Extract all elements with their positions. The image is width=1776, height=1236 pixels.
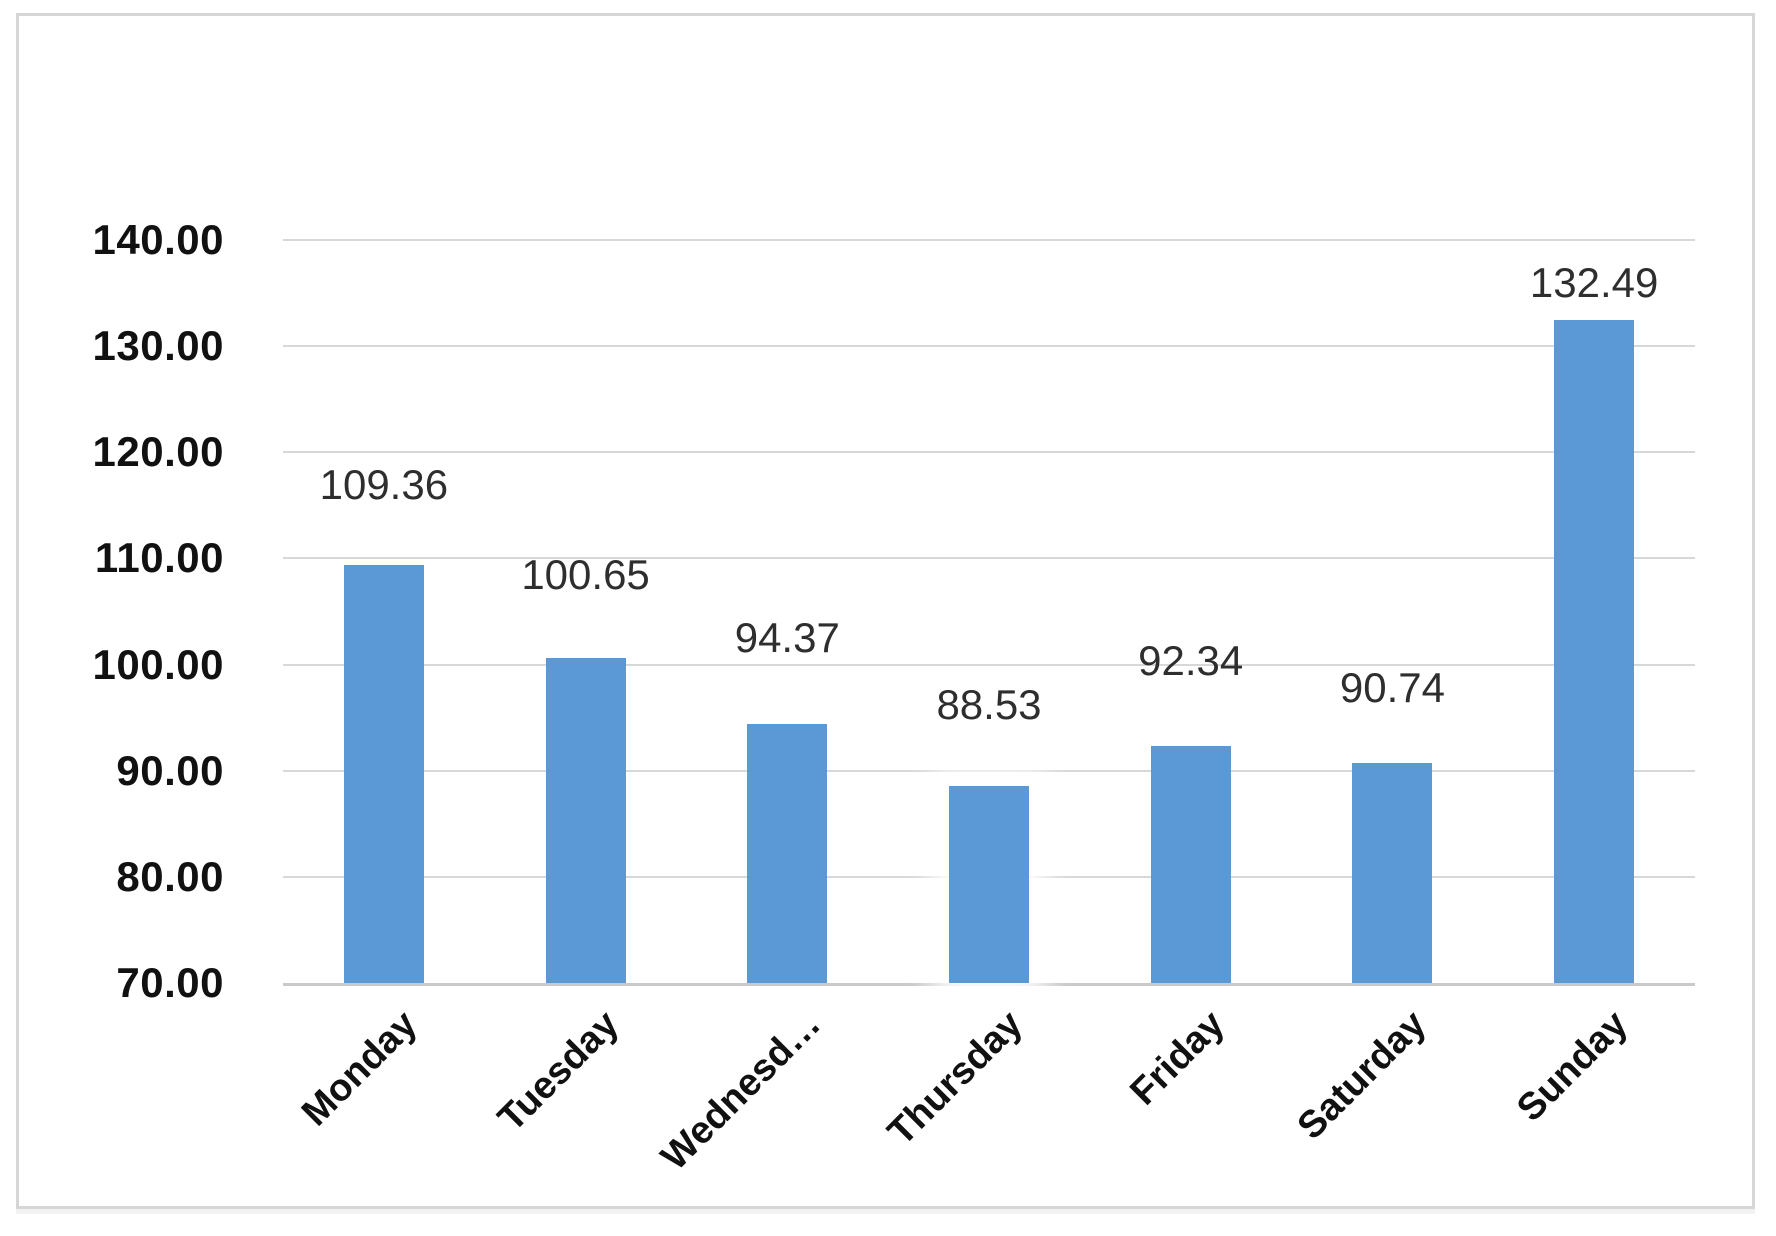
x-axis-line [283, 983, 1695, 986]
y-tick-label-130: 130.00 [92, 322, 224, 370]
y-tick-label-140: 140.00 [92, 216, 224, 263]
y-tick-label-110: 110.00 [94, 534, 224, 582]
bar-saturday [1352, 762, 1433, 983]
y-tick-label-100: 100.00 [92, 640, 224, 688]
data-label-saturday: 90.74 [1339, 663, 1445, 711]
gridline-90 [283, 769, 1695, 772]
data-label-wednesday: 94.37 [734, 614, 840, 662]
bar-monday [343, 565, 424, 983]
data-label-tuesday: 100.65 [521, 550, 650, 598]
data-label-thursday: 88.53 [936, 681, 1042, 729]
y-tick-label-120: 120.00 [92, 428, 224, 476]
gridline-130 [283, 345, 1695, 348]
gridline-120 [283, 451, 1695, 454]
y-tick-label-90: 90.00 [116, 746, 224, 794]
chart-frame [16, 13, 1755, 1209]
bar-sunday [1554, 319, 1635, 983]
y-tick-label-70: 70.00 [116, 959, 224, 1006]
bar-thursday [949, 786, 1029, 983]
bar-tuesday [545, 657, 626, 983]
bar-wednesday [747, 724, 828, 983]
data-label-monday: 109.36 [319, 461, 449, 509]
data-label-sunday: 132.49 [1529, 258, 1659, 306]
y-tick-label-80: 80.00 [116, 852, 224, 900]
gridline-100 [283, 663, 1695, 666]
gridline-110 [283, 557, 1695, 560]
bar-friday [1150, 745, 1231, 983]
data-label-friday: 92.34 [1138, 636, 1244, 684]
gridline-140 [283, 239, 1695, 241]
